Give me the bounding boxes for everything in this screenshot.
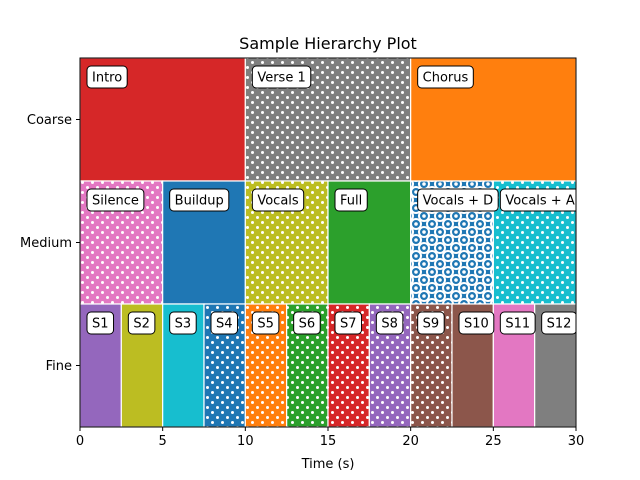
y-tick-label: Medium	[20, 236, 72, 251]
x-tick-label: 5	[159, 434, 167, 449]
segment-label-box	[334, 311, 363, 335]
segment-label: Verse 1	[257, 71, 305, 86]
segment-label-box	[86, 65, 128, 89]
segment-label: S7	[340, 317, 357, 332]
x-tick-label: 0	[76, 434, 84, 449]
segment-label-box	[458, 311, 495, 335]
segment-label-box	[293, 311, 321, 335]
x-axis-label: Time (s)	[301, 457, 355, 472]
segment-label-box	[127, 311, 156, 335]
segment-label: S12	[547, 317, 572, 332]
segment-label: S4	[216, 317, 233, 332]
segment-label: S6	[299, 317, 316, 332]
segment-label-box	[86, 311, 115, 335]
segment-label: S10	[464, 317, 489, 332]
segment-medium-4	[327, 180, 412, 305]
segment-label-box	[417, 311, 445, 335]
segment-label: S3	[175, 317, 192, 332]
segment-label-box	[375, 311, 404, 335]
segments-layer: Intro Verse 1 Chorus Silence Buildup Vocals Fu…	[79, 57, 577, 428]
segment-label: S11	[505, 317, 530, 332]
x-tick-label: 15	[320, 434, 337, 449]
segment-label: Vocals + A	[505, 194, 574, 209]
x-tick-label: 30	[568, 434, 585, 449]
segment-label-box	[86, 188, 145, 212]
segment-label-box	[499, 311, 536, 335]
x-tick-label: 25	[485, 434, 502, 449]
axes-layer: Coarse Medium Fine 0 5 10 15 20 25 30	[20, 57, 585, 449]
x-tick-label: 20	[402, 434, 419, 449]
segment-label: Buildup	[175, 194, 224, 209]
segment-label: S5	[257, 317, 274, 332]
plot-frame	[79, 57, 577, 428]
segment-label: S2	[133, 317, 150, 332]
segment-label-box	[541, 311, 576, 335]
y-tick-label: Coarse	[27, 113, 72, 128]
y-tick-label: Fine	[46, 359, 72, 374]
segment-label-box	[251, 311, 280, 335]
segment-label-box	[210, 311, 239, 335]
segment-label: S9	[423, 317, 440, 332]
segment-label: Full	[340, 194, 362, 209]
segment-label: S8	[381, 317, 398, 332]
segment-label-box	[499, 188, 576, 212]
segment-label-box	[251, 65, 312, 89]
segment-label-box	[169, 311, 197, 335]
segment-label-box	[417, 65, 474, 89]
segment-label: Chorus	[423, 71, 469, 86]
segment-label: S1	[92, 317, 109, 332]
chart-title: Sample Hierarchy Plot	[239, 34, 417, 53]
segment-label: Vocals	[257, 194, 299, 209]
segment-label-box	[334, 188, 368, 212]
segment-label: Intro	[92, 71, 122, 86]
segment-label: Silence	[92, 194, 139, 209]
segment-label-box	[169, 188, 230, 212]
segment-label: Vocals + D	[423, 194, 494, 209]
level-row-coarse	[79, 57, 577, 182]
segment-label-box	[417, 188, 499, 212]
x-tick-label: 10	[237, 434, 254, 449]
segment-label-box	[251, 188, 305, 212]
